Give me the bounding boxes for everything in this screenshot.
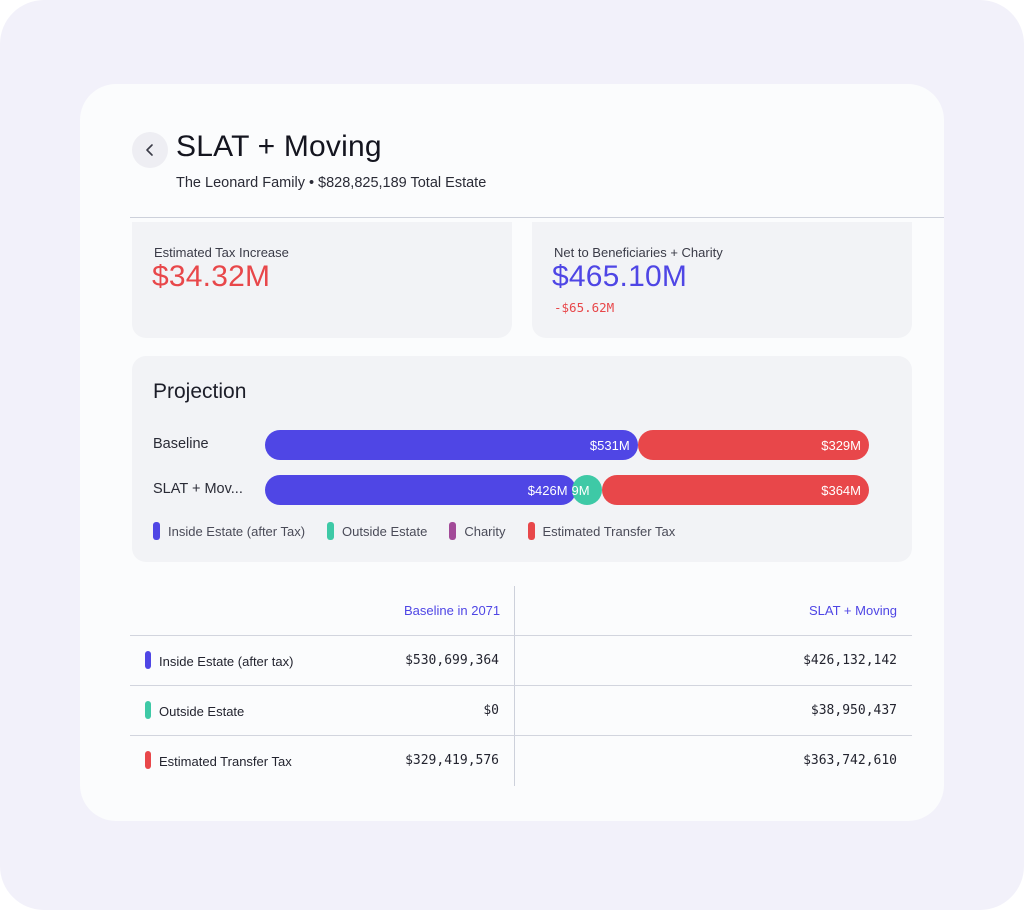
legend-label: Inside Estate (after Tax) — [168, 523, 306, 539]
row-swatch — [145, 701, 151, 719]
legend-item-outside-estate: Outside Estate — [327, 522, 427, 540]
bar-segment-transfer-tax[interactable]: $329M — [637, 430, 869, 460]
row-label: Estimated Transfer Tax — [159, 754, 292, 769]
legend-item-inside-estate: Inside Estate (after Tax) — [153, 522, 305, 540]
projection-panel: Projection Baseline $531M $329M SLAT + M… — [132, 356, 912, 562]
back-button[interactable] — [132, 132, 168, 168]
legend-label: Estimated Transfer Tax — [542, 523, 676, 539]
tax-increase-value: $34.32M — [152, 260, 271, 293]
chevron-left-icon — [146, 144, 153, 156]
legend-label: Charity — [464, 523, 506, 539]
legend-swatch — [327, 522, 335, 540]
legend-item-transfer-tax: Estimated Transfer Tax — [527, 522, 676, 540]
scenario-value: $363,742,610 — [803, 753, 897, 768]
bar-segment-inside-estate[interactable]: $426M — [265, 475, 576, 505]
projection-row-label: SLAT + Mov... — [153, 481, 243, 497]
row-swatch — [145, 651, 151, 669]
bar-segment-outside-estate[interactable]: 9M — [571, 475, 602, 505]
net-beneficiaries-delta: -$65.62M — [554, 300, 615, 315]
scenario-card: SLAT + Moving The Leonard Family • $828,82… — [80, 84, 944, 821]
header-divider — [130, 217, 944, 218]
family-name: The Leonard Family — [176, 175, 305, 191]
legend-item-charity: Charity — [449, 522, 506, 540]
net-beneficiaries-card: Net to Beneficiaries + Charity $465.10M … — [532, 222, 912, 338]
legend-swatch — [527, 522, 535, 540]
table-row-divider — [130, 685, 912, 686]
row-swatch — [145, 751, 151, 769]
projection-title: Projection — [153, 380, 247, 403]
separator-dot: • — [308, 175, 315, 191]
legend-swatch — [153, 522, 160, 540]
table-header-baseline: Baseline in 2071 — [404, 603, 501, 618]
baseline-value: $329,419,576 — [405, 753, 499, 768]
bar-segment-inside-estate[interactable]: $531M — [265, 430, 638, 460]
legend-swatch — [449, 522, 457, 540]
table-header-scenario: SLAT + Moving — [809, 603, 898, 618]
net-beneficiaries-label: Net to Beneficiaries + Charity — [554, 245, 723, 260]
net-beneficiaries-value: $465.10M — [552, 260, 688, 293]
row-label: Inside Estate (after tax) — [159, 654, 294, 669]
tax-increase-card: Estimated Tax Increase $34.32M — [132, 222, 512, 338]
projection-row-label: Baseline — [153, 436, 209, 452]
tax-increase-label: Estimated Tax Increase — [154, 245, 289, 260]
row-label: Outside Estate — [159, 704, 245, 719]
scenario-value: $426,132,142 — [803, 653, 897, 668]
table-row-divider — [130, 635, 912, 636]
legend-label: Outside Estate — [342, 523, 428, 539]
bar-segment-transfer-tax[interactable]: $364M — [601, 475, 869, 505]
projection-legend: Inside Estate (after Tax) Outside Estate… — [153, 522, 675, 540]
total-estate: $828,825,189 Total Estate — [318, 175, 487, 191]
table-column-divider — [514, 586, 515, 786]
page-subtitle: The Leonard Family • $828,825,189 Total Es… — [176, 175, 486, 191]
page-title: SLAT + Moving — [176, 130, 382, 163]
scenario-value: $38,950,437 — [810, 703, 897, 718]
table-row-divider — [130, 735, 912, 736]
baseline-value: $0 — [483, 703, 499, 718]
baseline-value: $530,699,364 — [405, 653, 499, 668]
